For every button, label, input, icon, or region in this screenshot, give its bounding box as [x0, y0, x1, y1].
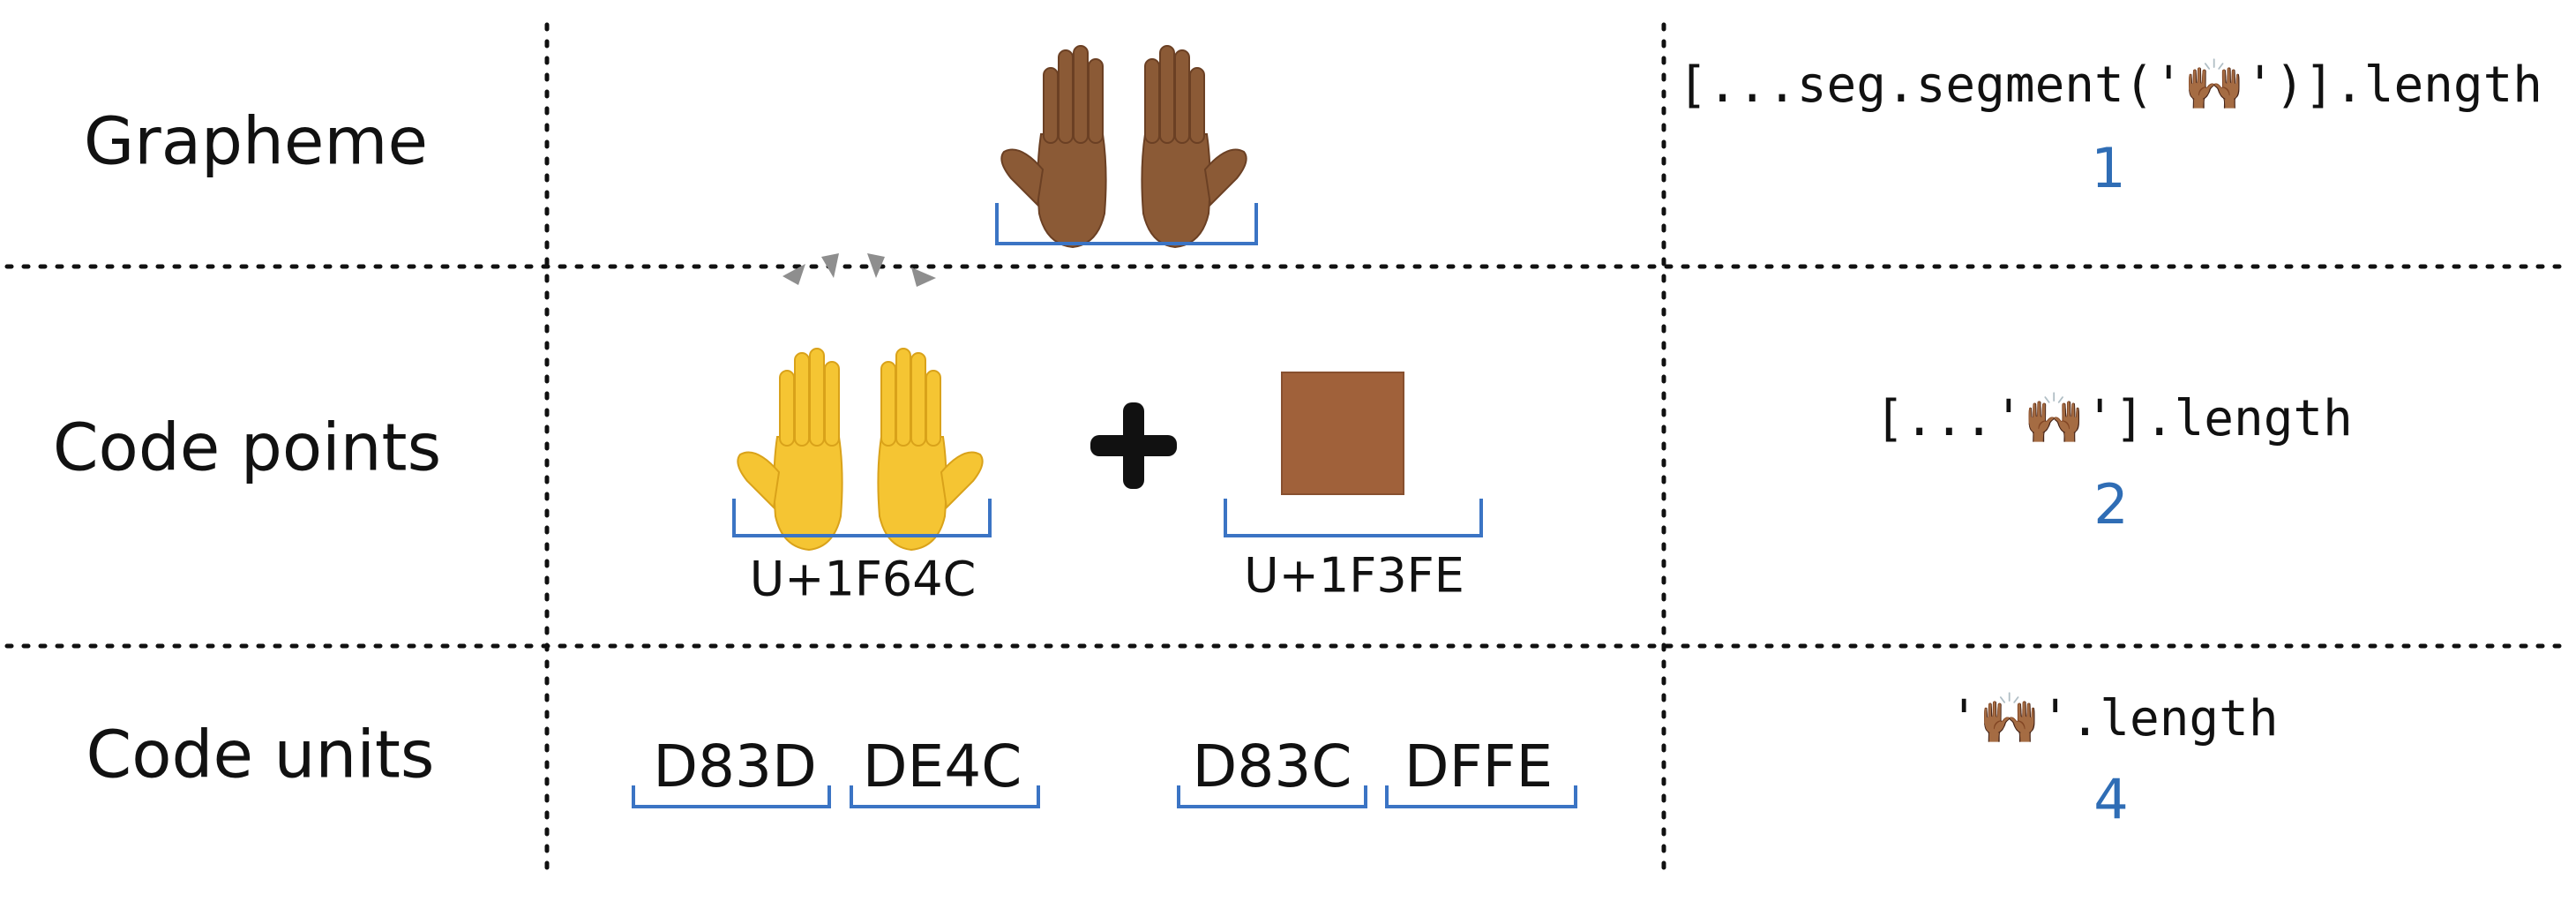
grapheme-bracket	[995, 203, 1258, 245]
right-hand-icon	[877, 348, 984, 551]
code-unit-3: D83C	[1193, 732, 1352, 800]
raising-hands-yellow-emoji	[737, 253, 984, 551]
code-unit-2: DE4C	[863, 732, 1022, 800]
plus-icon	[1090, 402, 1177, 489]
left-hand-icon	[1000, 45, 1107, 248]
grid	[4, 22, 2572, 871]
sparkle-icon	[783, 253, 936, 287]
right-hand-icon	[1141, 45, 1247, 248]
codepoint-label-2: U+1F3FE	[1244, 548, 1464, 604]
code-unit-4: DFFE	[1404, 732, 1553, 800]
grapheme-result: 1	[2091, 136, 2125, 200]
codepoint-label-1: U+1F64C	[750, 552, 977, 607]
codepoints-code: [...'🙌🏾'].length	[1875, 390, 2353, 447]
code-unit-bracket-1	[632, 785, 831, 808]
codeunits-code: '🙌🏾'.length	[1949, 690, 2278, 747]
code-unit-1: D83D	[653, 732, 817, 800]
skin-tone-modifier-square	[1281, 372, 1404, 495]
raising-hands-dark-skin-emoji	[1000, 45, 1247, 248]
codepoints-result: 2	[2093, 472, 2128, 537]
row-label-code-points: Code points	[53, 410, 441, 486]
codeunits-result: 4	[2093, 767, 2128, 831]
code-unit-bracket-4	[1385, 785, 1577, 808]
grapheme-code: [...seg.segment('🙌🏾')].length	[1678, 56, 2542, 114]
row-label-grapheme: Grapheme	[84, 104, 428, 180]
codepoint-bracket-1	[732, 499, 992, 537]
code-unit-bracket-2	[850, 785, 1040, 808]
codepoint-bracket-2	[1224, 499, 1483, 537]
left-hand-icon	[737, 348, 843, 551]
code-unit-bracket-3	[1177, 785, 1367, 808]
row-label-code-units: Code units	[86, 717, 435, 793]
